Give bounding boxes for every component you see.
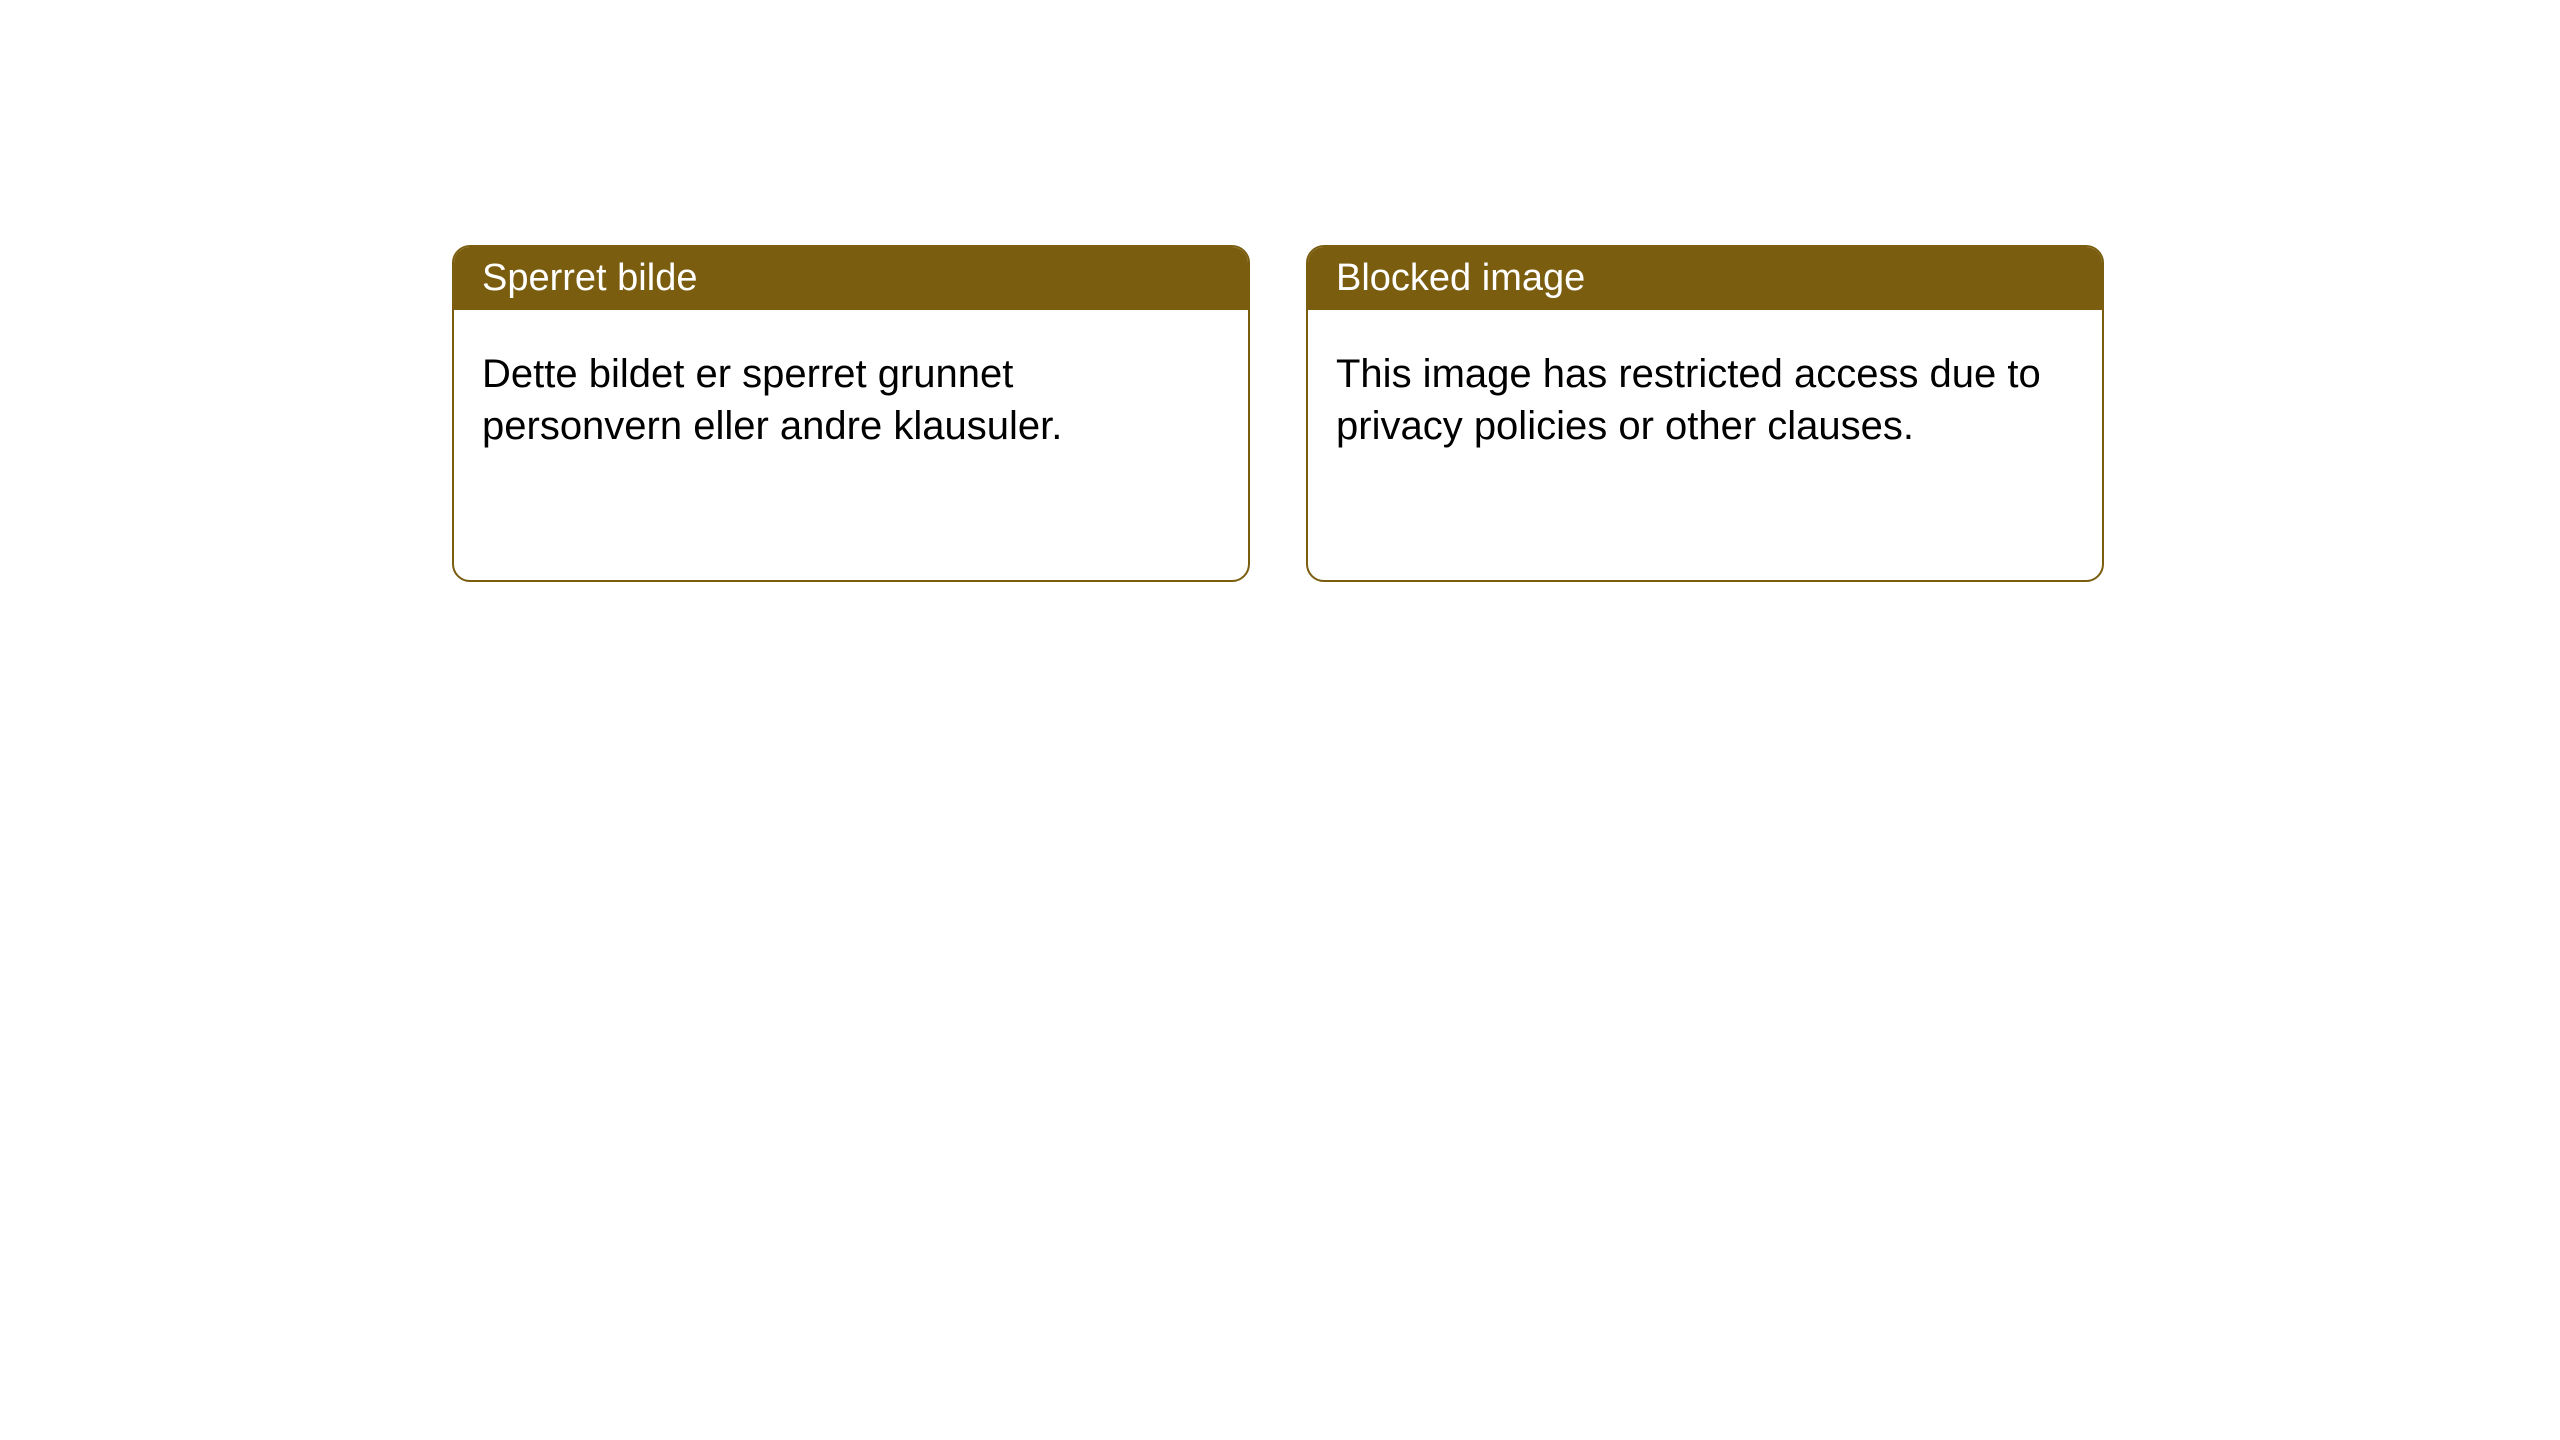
card-text-english: This image has restricted access due to …: [1336, 352, 2041, 448]
card-header-norwegian: Sperret bilde: [454, 247, 1248, 310]
notice-container: Sperret bilde Dette bildet er sperret gr…: [452, 245, 2104, 582]
card-text-norwegian: Dette bildet er sperret grunnet personve…: [482, 352, 1062, 448]
card-title-english: Blocked image: [1336, 257, 1585, 299]
blocked-image-card-norwegian: Sperret bilde Dette bildet er sperret gr…: [452, 245, 1250, 582]
card-body-english: This image has restricted access due to …: [1308, 310, 2102, 580]
card-body-norwegian: Dette bildet er sperret grunnet personve…: [454, 310, 1248, 580]
card-title-norwegian: Sperret bilde: [482, 257, 697, 299]
card-header-english: Blocked image: [1308, 247, 2102, 310]
blocked-image-card-english: Blocked image This image has restricted …: [1306, 245, 2104, 582]
